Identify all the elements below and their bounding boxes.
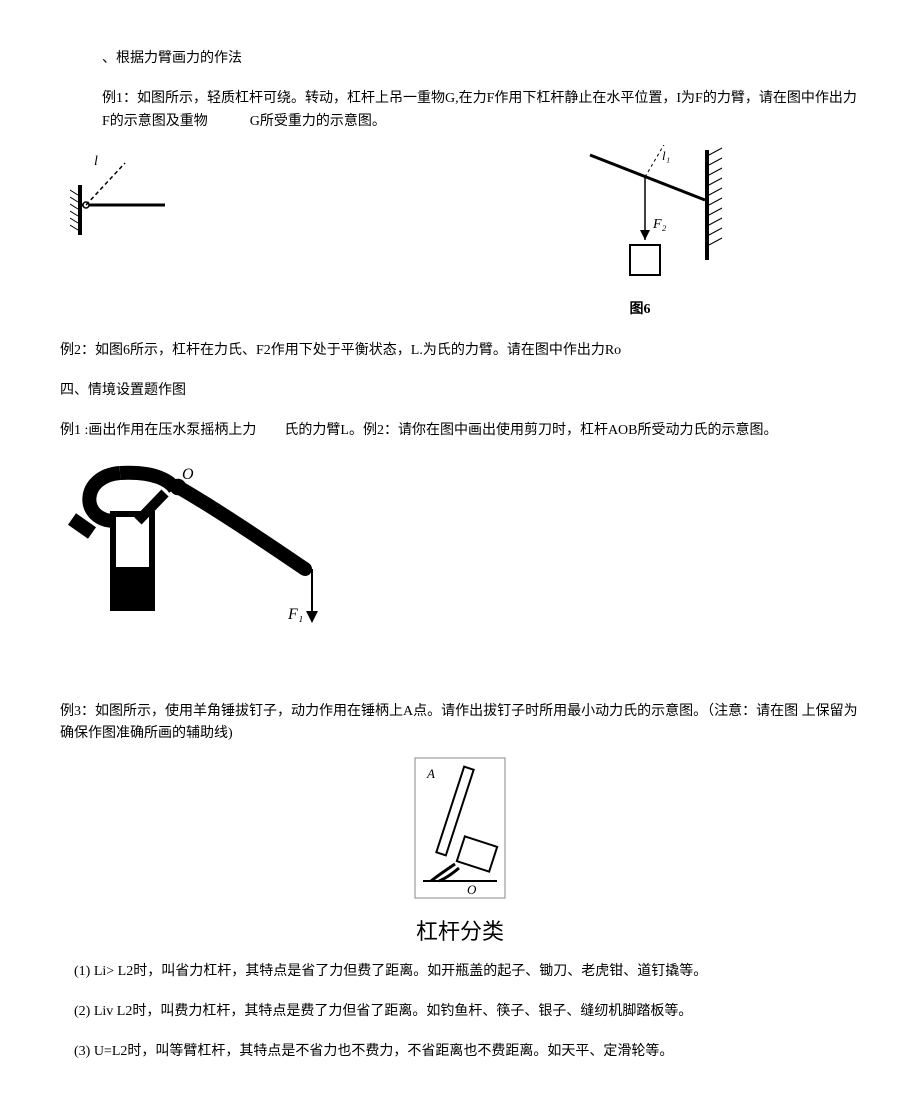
section4-title: 四、情境设置题作图 — [60, 380, 860, 402]
fig6-force-label: F₂ — [652, 217, 667, 232]
hammer-figure-block: A O — [60, 756, 860, 906]
example-s1-text: 例1 :画出作用在压水泵摇柄上力 氏的力臂L。例2：请你在图中画出使用剪刀时，杠… — [60, 420, 860, 442]
lever-class-title: 杠杆分类 — [60, 914, 860, 949]
figure-row-1: l l₁ F₂ — [60, 145, 860, 321]
fig-left-label: l — [94, 154, 98, 169]
pump-figure-block: O F₁ — [60, 451, 860, 641]
hammer-svg: A O — [395, 756, 525, 906]
figure-right-block: l₁ F₂ 图6 — [550, 145, 730, 321]
pump-svg: O F₁ — [60, 451, 360, 641]
fig6-caption: 图6 — [550, 299, 730, 321]
class2-text: (2) Liv L2时，叫费力杠杆，其特点是费了力但省了距离。如钓鱼杆、筷子、银… — [74, 1001, 860, 1023]
hammer-O-label: O — [467, 882, 477, 897]
header-line: 、根据力臂画力的作法 — [60, 48, 860, 70]
example3-text: 例3：如图所示，使用羊角锤拔钉子，动力作用在锤柄上A点。请作出拔钉子时所用最小动… — [60, 701, 860, 746]
fig6-arm-label: l₁ — [662, 148, 670, 163]
example2-text: 例2：如图6所示，杠杆在力氏、F2作用下处于平衡状态，L.为氏的力臂。请在图中作… — [60, 340, 860, 362]
hammer-A-label: A — [426, 766, 435, 781]
figure-left-svg: l — [70, 145, 190, 245]
class3-text: (3) U=L2时，叫等臂杠杆，其特点是不省力也不费力，不省距离也不费距离。如天… — [74, 1041, 860, 1063]
figure-left-block: l — [70, 145, 190, 245]
pump-F1-label: F₁ — [287, 606, 303, 623]
figure6-svg: l₁ F₂ — [550, 145, 730, 295]
example1-intro: 例1：如图所示，轻质杠杆可绕。转动，杠杆上吊一重物G,在力F作用下杠杆静止在水平… — [60, 88, 860, 133]
pump-O-label: O — [182, 466, 194, 483]
class1-text: (1) Li> L2时，叫省力杠杆，其特点是省了力但费了距离。如开瓶盖的起子、锄… — [74, 961, 860, 983]
